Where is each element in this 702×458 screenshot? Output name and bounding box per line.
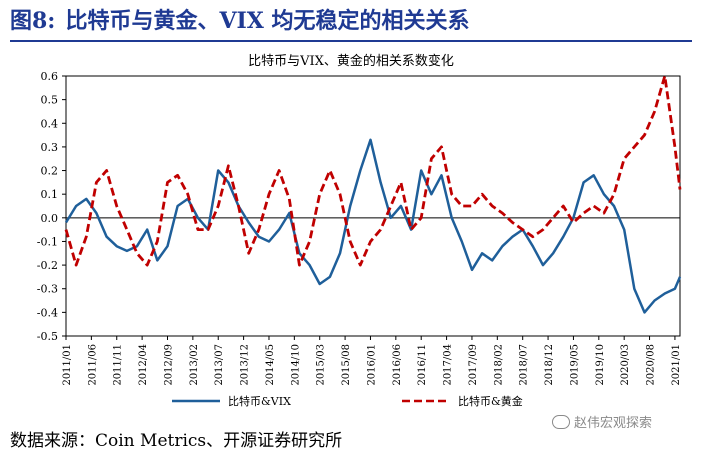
x-tick-label: 2015/08: [341, 344, 352, 386]
x-tick-label: 2016/11: [417, 344, 428, 386]
y-tick-label: 0.6: [41, 70, 59, 83]
y-tick-label: 0.3: [41, 141, 59, 154]
figure-title: 图8: 比特币与黄金、VIX 均无稳定的相关关系: [10, 6, 692, 42]
series-line-btc-gold: [64, 74, 682, 267]
y-tick-label: -0.3: [37, 283, 58, 296]
y-tick-label: -0.4: [37, 306, 58, 319]
wechat-icon: [552, 415, 570, 429]
x-tick-label: 2021/01: [671, 344, 682, 386]
x-tick-label: 2020/08: [646, 344, 657, 386]
figure-label: 图8:: [10, 8, 56, 34]
x-tick-label: 2016/06: [392, 344, 403, 386]
plot-frame: [65, 75, 681, 337]
x-tick-label: 2011/06: [87, 344, 98, 386]
x-tick-label: 2019/05: [569, 344, 580, 386]
source-note: 数据来源：Coin Metrics、开源证券研究所: [10, 431, 343, 451]
watermark-text: 赵伟宏观探索: [574, 416, 653, 431]
series-line-btc-vix: [64, 138, 682, 314]
x-tick-label: 2016/01: [366, 344, 377, 386]
x-tick-label: 2012/04: [138, 344, 149, 386]
x-tick-label: 2011/01: [62, 344, 73, 386]
x-tick-label: 2014/10: [290, 344, 301, 386]
y-tick-label: -0.1: [37, 235, 58, 248]
x-tick-label: 2013/02: [189, 344, 200, 386]
x-tick-label: 2018/02: [493, 344, 504, 386]
watermark: 赵伟宏观探索: [552, 412, 652, 431]
x-tick-label: 2017/04: [443, 344, 454, 386]
x-tick-label: 2017/09: [468, 344, 479, 386]
x-tick-label: 2020/03: [620, 344, 631, 386]
x-tick-label: 2019/10: [595, 344, 606, 386]
x-tick-label: 2018/07: [519, 344, 530, 386]
y-tick-label: -0.2: [37, 259, 58, 272]
y-tick-label: -0.5: [37, 330, 58, 343]
y-tick-label: 0.5: [41, 94, 59, 107]
x-tick-label: 2015/03: [316, 344, 327, 386]
x-tick-label: 2013/12: [240, 344, 251, 386]
x-tick-label: 2013/07: [214, 344, 225, 386]
y-tick-label: 0.4: [41, 117, 59, 130]
correlation-chart: -0.5 -0.4 -0.3 -0.2 -0.1 0.0 0.1 0.2 0.3 0.4 0.5 0.…: [37, 70, 682, 408]
y-tick-label: 0.1: [41, 188, 59, 201]
x-tick-label: 2012/09: [163, 344, 174, 386]
chart-title: 比特币与VIX、黄金的相关系数变化: [248, 54, 454, 69]
x-tick-label: 2018/12: [544, 344, 555, 386]
y-tick-label: 0.2: [41, 165, 59, 178]
figure-title-text: 比特币与黄金、VIX 均无稳定的相关关系: [65, 8, 470, 34]
x-tick-label: 2014/05: [265, 344, 276, 386]
legend-label-btc-vix: 比特币&VIX: [228, 394, 291, 408]
x-tick-label: 2011/11: [113, 344, 124, 386]
legend-label-btc-gold: 比特币&黄金: [458, 394, 523, 408]
y-tick-label: 0.0: [41, 212, 59, 225]
